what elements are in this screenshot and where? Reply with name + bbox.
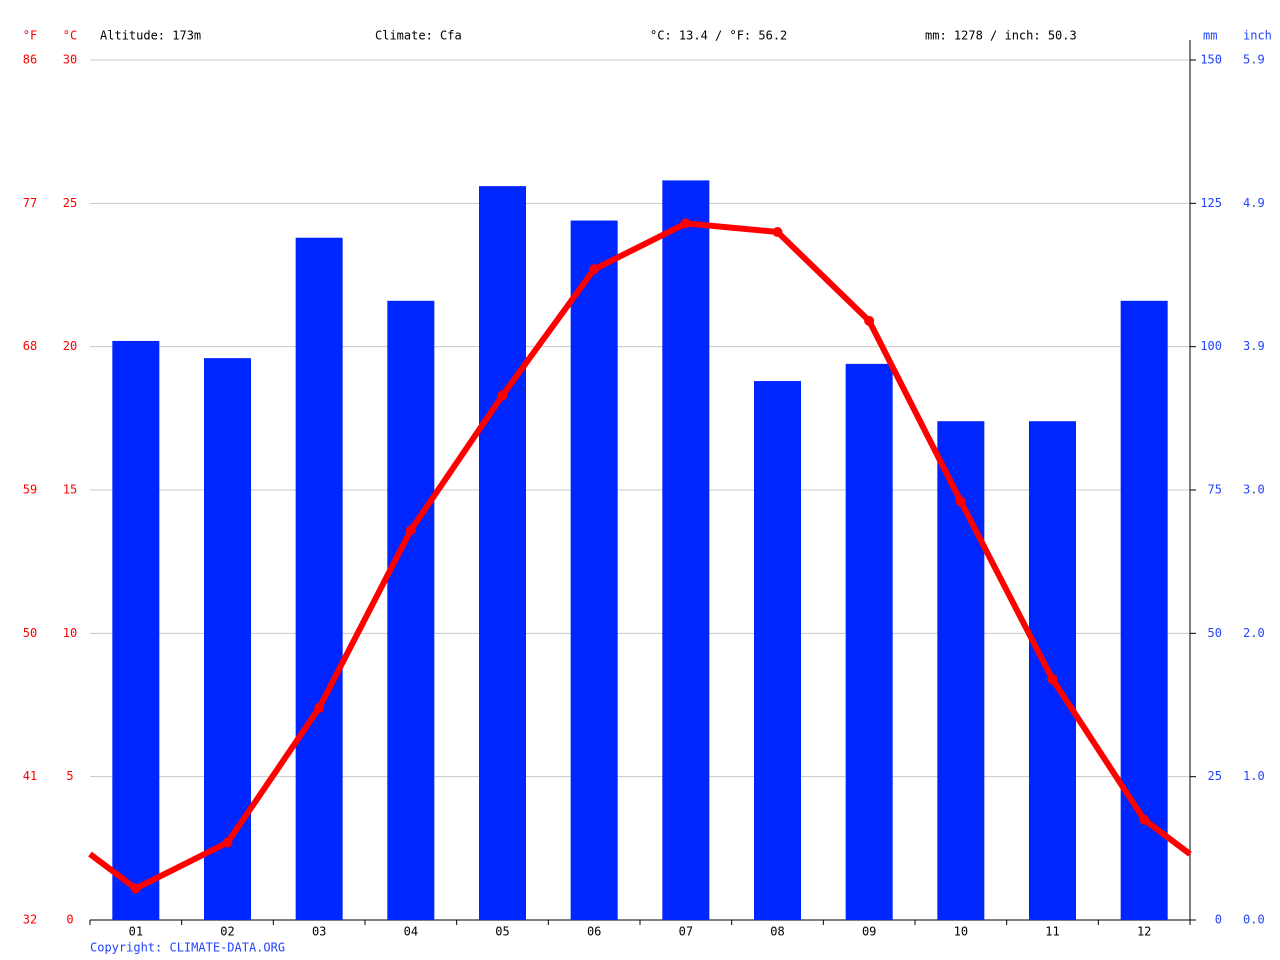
y-tick-label: 10 <box>63 626 77 640</box>
y-tick-label: 5 <box>66 769 73 783</box>
y2-tick-label: 75 <box>1208 483 1222 497</box>
y-unit: °C <box>63 29 77 43</box>
bar <box>112 340 160 920</box>
bar <box>1120 300 1168 920</box>
bar <box>754 381 801 921</box>
y-tick-label: 25 <box>63 196 77 210</box>
y-alt-tick-label: 68 <box>23 339 37 353</box>
point <box>589 264 600 275</box>
point <box>680 218 691 229</box>
x-tick-label: 06 <box>587 925 601 939</box>
y2-alt-tick-label: 4.9 <box>1243 196 1265 210</box>
y-alt-tick-label: 41 <box>23 769 37 783</box>
y2-alt-tick-label: 5.9 <box>1243 53 1265 67</box>
y2-tick-label: 125 <box>1200 196 1222 210</box>
y2-tick-label: 0 <box>1215 913 1222 927</box>
y-alt-tick-label: 77 <box>23 196 37 210</box>
x-tick-label: 08 <box>770 925 784 939</box>
y-alt-tick-label: 32 <box>23 913 37 927</box>
line <box>134 220 1147 892</box>
y2-alt-tick-label: 2.0 <box>1243 626 1265 640</box>
point <box>955 496 966 507</box>
y2-alt-tick-label: 3.9 <box>1243 339 1265 353</box>
bar <box>387 300 435 920</box>
y-tick-label: 20 <box>63 339 77 353</box>
x-tick-label: 12 <box>1137 925 1151 939</box>
y2-alt-tick-label: 1.0 <box>1243 769 1265 783</box>
point <box>864 315 875 326</box>
header-precipitation: mm: 1278 / inch: 50.3 <box>925 29 1077 43</box>
bar <box>662 180 710 920</box>
y-tick-label: 15 <box>63 483 77 497</box>
point <box>222 837 233 848</box>
x-tick-label: 05 <box>495 925 509 939</box>
point <box>314 702 325 713</box>
bar <box>1029 421 1076 920</box>
y-alt-tick-label: 86 <box>23 53 37 67</box>
x-tick-label: 01 <box>129 925 143 939</box>
x-tick-label: 03 <box>312 925 326 939</box>
header-altitude: Altitude: 173m <box>100 29 201 43</box>
point <box>772 227 783 237</box>
header-climate: Climate: Cfa <box>375 29 462 43</box>
bar <box>204 358 251 921</box>
x-tick-label: 10 <box>954 925 968 939</box>
point <box>497 390 508 401</box>
y2-alt-tick-label: 3.0 <box>1243 483 1265 497</box>
y2-tick-label: 25 <box>1208 769 1222 783</box>
y-tick-label: 0 <box>66 913 73 927</box>
line-wrap <box>88 817 1192 891</box>
y2-tick-label: 100 <box>1200 339 1222 353</box>
point <box>405 525 416 536</box>
y2-tick-label: 150 <box>1200 53 1222 67</box>
header-temperature: °C: 13.4 / °F: 56.2 <box>650 29 787 43</box>
copyright: Copyright: CLIMATE-DATA.ORG <box>90 941 285 955</box>
y-alt-unit: °F <box>23 29 37 43</box>
y2-alt-unit: inch <box>1243 29 1272 43</box>
y-alt-tick-label: 59 <box>23 483 37 497</box>
y2-alt-tick-label: 0.0 <box>1243 913 1265 927</box>
x-tick-label: 04 <box>404 925 418 939</box>
bar <box>295 237 343 920</box>
bar <box>845 363 893 920</box>
x-tick-label: 11 <box>1045 925 1059 939</box>
y2-tick-label: 50 <box>1208 626 1222 640</box>
y2-unit: mm <box>1203 29 1217 43</box>
x-tick-label: 07 <box>679 925 693 939</box>
bar <box>570 220 618 921</box>
bar <box>479 186 526 921</box>
y-tick-label: 30 <box>63 53 77 67</box>
point <box>130 883 141 894</box>
point <box>1047 674 1058 685</box>
point <box>1139 814 1150 825</box>
x-tick-label: 09 <box>862 925 876 939</box>
x-tick-label: 02 <box>220 925 234 939</box>
y-alt-tick-label: 50 <box>23 626 37 640</box>
